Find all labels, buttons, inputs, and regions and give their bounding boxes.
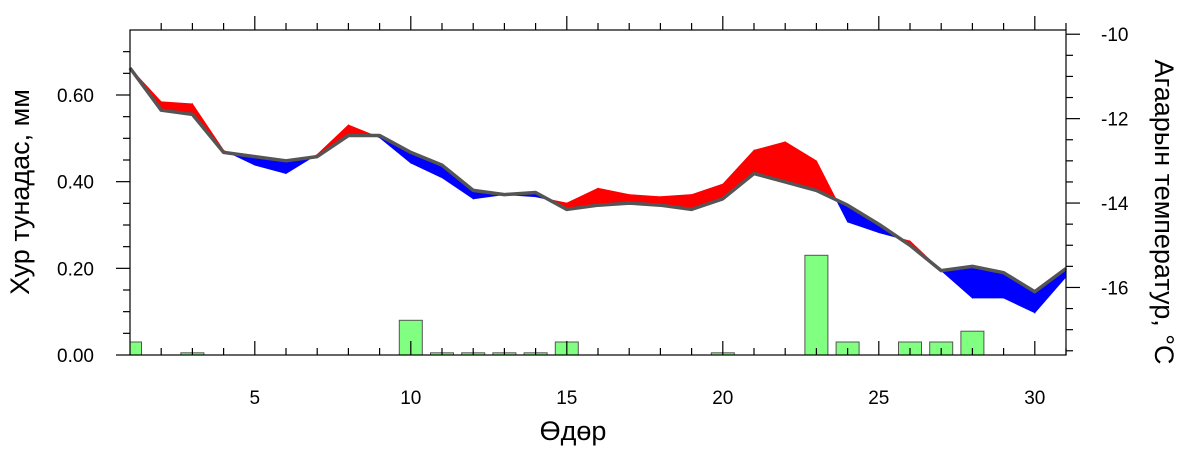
y-right-tick-label: -10 (1101, 25, 1128, 46)
x-tick-label: 25 (868, 388, 889, 409)
x-axis: 5 10 15 20 25 30 (160, 16, 1067, 409)
y-axis-right: -10 -12 -14 -16 (1066, 25, 1129, 352)
temperature-difference-fill (129, 67, 1067, 314)
x-tick-label: 15 (556, 388, 577, 409)
temperature-reference-line (128, 66, 1068, 294)
precipitation-bar (804, 254, 829, 356)
y-axis-left-title: Хур тунадас, мм (5, 89, 35, 295)
y-left-tick-label: 0.00 (57, 346, 94, 367)
x-tick-label: 20 (712, 388, 733, 409)
y-right-tick-label: -14 (1101, 194, 1129, 215)
cold-anomaly-area (1003, 271, 1036, 314)
y-right-tick-label: -12 (1101, 110, 1128, 131)
y-axis-left: 0.00 0.20 0.40 0.60 (57, 51, 130, 367)
x-axis-title: Өдөр (540, 416, 607, 446)
plot-area (128, 29, 1068, 356)
y-axis-right-title: Агаарын температур, °С (1149, 59, 1179, 364)
temperature-line (128, 66, 1068, 294)
warm-anomaly-area (722, 149, 755, 200)
y-left-tick-label: 0.20 (57, 259, 94, 280)
y-left-tick-label: 0.40 (57, 173, 94, 194)
x-tick-label: 5 (250, 388, 261, 409)
y-right-tick-label: -16 (1101, 278, 1128, 299)
precipitation-bar (129, 341, 142, 356)
cold-anomaly-area (1034, 267, 1067, 314)
y-left-tick-label: 0.60 (57, 86, 94, 107)
x-tick-label: 10 (400, 388, 421, 409)
precipitation-bars (129, 254, 985, 356)
x-tick-label: 30 (1024, 388, 1045, 409)
